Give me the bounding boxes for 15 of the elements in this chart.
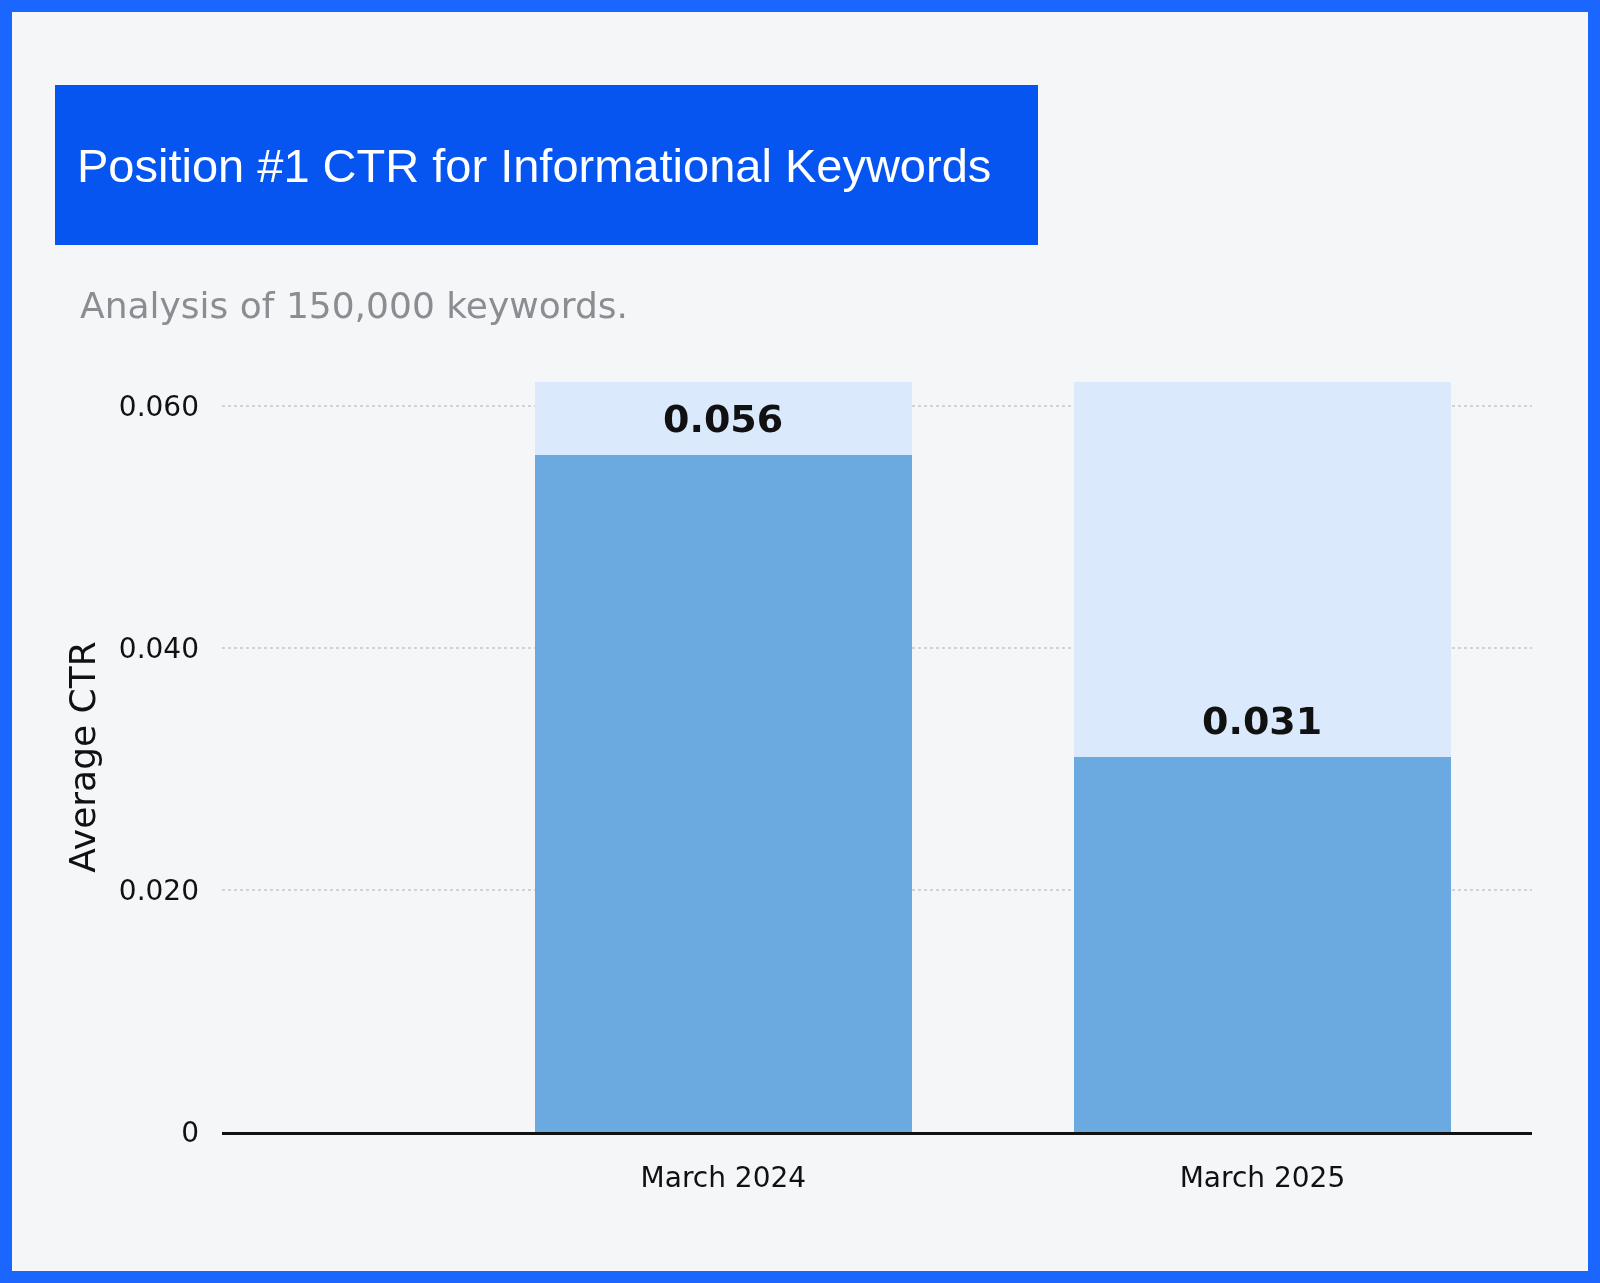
y-axis-title: Average CTR <box>62 641 103 873</box>
chart-title: Position #1 CTR for Informational Keywords <box>55 85 1038 245</box>
data-label: 0.056 <box>663 397 784 441</box>
bar <box>1073 382 1452 757</box>
x-tick-label: March 2024 <box>640 1160 807 1194</box>
chart-subtitle: Analysis of 150,000 keywords. <box>80 285 628 326</box>
y-tick-label: 0 <box>181 1115 199 1149</box>
y-tick-label: 0.060 <box>118 389 199 423</box>
x-tick-label: March 2025 <box>1179 1160 1346 1194</box>
bar <box>534 454 913 1132</box>
y-tick-label: 0.020 <box>118 873 199 907</box>
bar <box>534 382 913 455</box>
data-label: 0.031 <box>1202 699 1323 743</box>
bar <box>1073 757 1452 1132</box>
y-tick-label: 0.040 <box>118 631 199 665</box>
